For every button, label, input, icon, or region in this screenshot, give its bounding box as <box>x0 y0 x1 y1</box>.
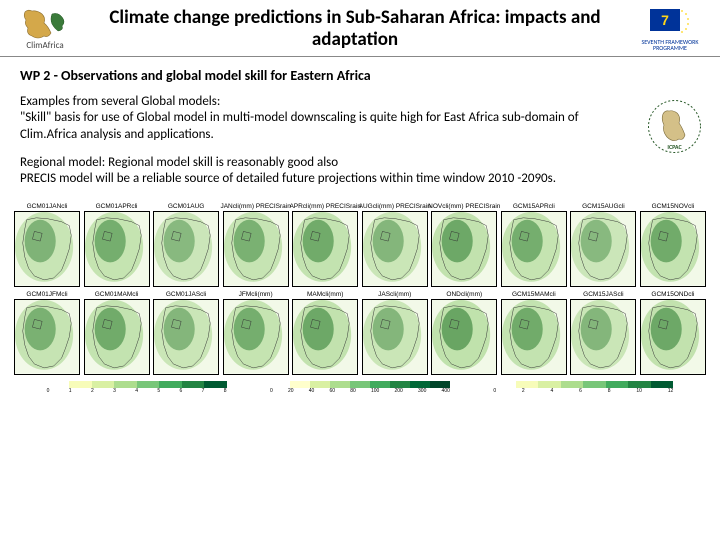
map-title: APRcli(mm) PRECISrain <box>289 203 361 210</box>
map-cell: APRcli(mm) PRECISrain <box>292 203 358 287</box>
header: ClimAfrica Climate change predictions in… <box>0 0 720 57</box>
map-title: GCM01AUG <box>168 203 204 210</box>
map-panel <box>84 211 150 287</box>
map-title: JANcli(mm) PRECISrain <box>220 203 290 210</box>
map-cell: GCM01MAMcli <box>84 291 150 375</box>
map-panel <box>570 299 636 375</box>
map-title: GCM01JFMcli <box>26 291 67 298</box>
subtitle: WP 2 - Observations and global model ski… <box>20 67 700 84</box>
map-panel <box>640 299 706 375</box>
map-panel <box>14 211 80 287</box>
colorbar-left: 012345678 <box>47 381 227 391</box>
map-panel <box>501 299 567 375</box>
map-cell: GCM15JAScli <box>570 291 636 375</box>
map-cell: AUGcli(mm) PRECISrain <box>362 203 428 287</box>
map-cell: GCM15APRcli <box>501 203 567 287</box>
map-panel <box>14 299 80 375</box>
map-title: GCM15ONDcli <box>651 291 694 298</box>
maps-grid: GCM01JANcli GCM01APRcli GCM01AUG <box>0 203 720 375</box>
paragraph-1: Examples from several Global models:"Ski… <box>20 94 580 143</box>
map-title: AUGcli(mm) PRECISrain <box>359 203 431 210</box>
map-panel <box>223 299 289 375</box>
map-title: MAMcli(mm) <box>307 291 343 298</box>
paragraph-2: Regional model: Regional model skill is … <box>20 155 580 188</box>
svg-text:7: 7 <box>661 12 669 28</box>
icpac-logo: ICPAC <box>647 99 702 154</box>
map-panel <box>431 211 497 287</box>
map-title: GCM01JANcli <box>27 203 68 210</box>
map-panel <box>153 299 219 375</box>
map-cell: GCM01JANcli <box>14 203 80 287</box>
maps-row-2: GCM01JFMcli GCM01MAMcli GCM01JAScli <box>14 291 706 375</box>
map-cell: JAScli(mm) <box>362 291 428 375</box>
map-cell: GCM15ONDcli <box>640 291 706 375</box>
map-panel <box>640 211 706 287</box>
map-title: GCM01APRcli <box>96 203 138 210</box>
map-panel <box>362 211 428 287</box>
climafrica-logo: ClimAfrica <box>10 4 80 54</box>
map-title: ONDcli(mm) <box>446 291 482 298</box>
colorbar-mid: 020406080100200300400 <box>270 381 450 391</box>
fp7-logo: 7 SEVENTH FRAMEWORK PROGRAMME <box>630 5 710 53</box>
map-panel <box>292 299 358 375</box>
map-cell: GCM15MAMcli <box>501 291 567 375</box>
content-area: WP 2 - Observations and global model ski… <box>0 57 720 203</box>
map-title: GCM15MAMcli <box>512 291 556 298</box>
map-cell: GCM01AUG <box>153 203 219 287</box>
map-title: GCM15NOVcli <box>652 203 695 210</box>
map-cell: JFMcli(mm) <box>223 291 289 375</box>
map-panel <box>570 211 636 287</box>
map-cell: GCM01JAScli <box>153 291 219 375</box>
map-panel <box>292 211 358 287</box>
map-panel <box>84 299 150 375</box>
colorbars: 012345678 020406080100200300400 02468101… <box>0 375 720 391</box>
map-title: GCM01JAScli <box>166 291 206 298</box>
maps-row-1: GCM01JANcli GCM01APRcli GCM01AUG <box>14 203 706 287</box>
map-title: GCM15AUGcli <box>582 203 625 210</box>
map-title: JAScli(mm) <box>378 291 411 298</box>
fp7-logo-text: SEVENTH FRAMEWORK PROGRAMME <box>630 39 710 51</box>
svg-text:ICPAC: ICPAC <box>667 143 682 151</box>
map-panel <box>431 299 497 375</box>
map-cell: GCM15NOVcli <box>640 203 706 287</box>
title-block: Climate change predictions in Sub-Sahara… <box>80 7 630 51</box>
map-cell: GCM01APRcli <box>84 203 150 287</box>
map-cell: GCM15AUGcli <box>570 203 636 287</box>
map-panel <box>501 211 567 287</box>
map-cell: MAMcli(mm) <box>292 291 358 375</box>
page-title: Climate change predictions in Sub-Sahara… <box>88 7 622 51</box>
map-cell: NOVcli(mm) PRECISrain <box>431 203 497 287</box>
map-title: GCM01MAMcli <box>95 291 139 298</box>
map-panel <box>223 211 289 287</box>
map-title: JFMcli(mm) <box>239 291 273 298</box>
map-title: GCM15JAScli <box>583 291 623 298</box>
map-cell: ONDcli(mm) <box>431 291 497 375</box>
map-panel <box>153 211 219 287</box>
colorbar-right: 024681012 <box>493 381 673 391</box>
climafrica-logo-text: ClimAfrica <box>26 40 63 51</box>
map-title: NOVcli(mm) PRECISrain <box>428 203 500 210</box>
map-title: GCM15APRcli <box>513 203 555 210</box>
map-panel <box>362 299 428 375</box>
map-cell: JANcli(mm) PRECISrain <box>223 203 289 287</box>
map-cell: GCM01JFMcli <box>14 291 80 375</box>
